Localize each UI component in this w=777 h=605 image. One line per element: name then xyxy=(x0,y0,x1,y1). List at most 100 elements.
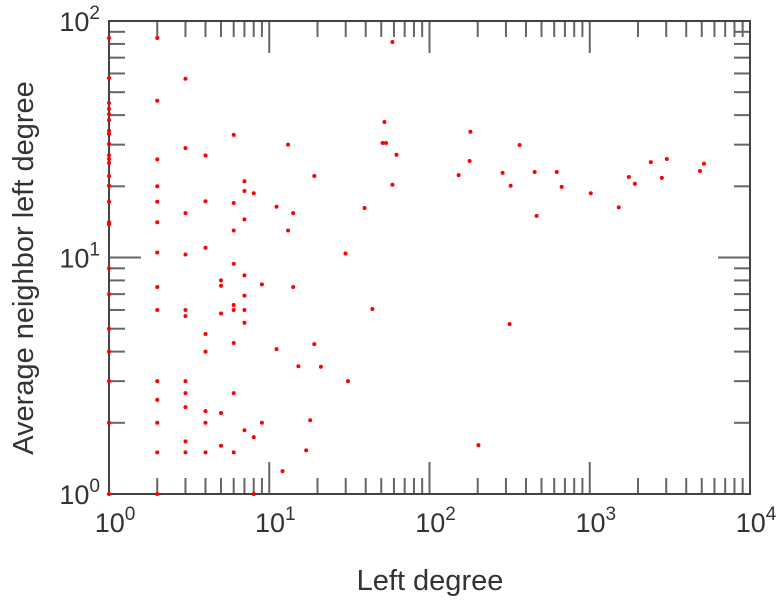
data-point xyxy=(203,349,208,354)
data-point xyxy=(274,347,279,352)
data-point xyxy=(632,181,637,186)
y-tick-label: 100 xyxy=(59,476,100,510)
data-point xyxy=(383,140,388,145)
data-point xyxy=(155,199,160,204)
data-point xyxy=(107,118,111,123)
data-point xyxy=(155,307,160,312)
data-point xyxy=(242,217,247,222)
data-point xyxy=(155,379,160,384)
data-point xyxy=(107,222,111,227)
data-point xyxy=(107,420,111,425)
data-point xyxy=(394,152,399,157)
data-point xyxy=(219,278,224,283)
data-point xyxy=(467,158,472,163)
data-point xyxy=(318,364,323,369)
data-point xyxy=(155,285,160,290)
y-tick-label: 102 xyxy=(59,3,100,37)
data-point xyxy=(242,320,247,325)
data-point xyxy=(242,307,247,312)
data-point xyxy=(380,140,385,145)
data-point xyxy=(155,98,160,103)
x-tick-labels: 100 101 102 103 104 xyxy=(95,504,777,538)
data-point xyxy=(697,169,702,174)
data-point xyxy=(155,184,160,189)
data-point xyxy=(219,283,224,288)
data-point xyxy=(183,211,188,216)
data-point xyxy=(242,179,247,184)
data-point xyxy=(274,204,279,209)
data-point xyxy=(107,174,111,179)
data-point xyxy=(231,340,236,345)
data-point xyxy=(203,450,208,455)
data-point xyxy=(107,76,111,81)
data-point xyxy=(242,189,247,194)
data-points xyxy=(107,36,706,496)
data-point xyxy=(107,326,111,331)
data-point xyxy=(476,443,481,448)
data-point xyxy=(312,342,317,347)
data-point xyxy=(203,199,208,204)
data-point xyxy=(308,418,313,423)
data-point xyxy=(242,273,247,278)
data-point xyxy=(155,250,160,255)
data-point xyxy=(231,307,236,312)
data-point xyxy=(242,428,247,433)
data-point xyxy=(559,184,564,189)
data-point xyxy=(203,245,208,250)
data-point xyxy=(231,228,236,233)
data-point xyxy=(251,492,256,496)
data-point xyxy=(183,391,188,396)
data-point xyxy=(554,169,559,174)
data-point xyxy=(107,112,111,117)
data-point xyxy=(183,379,188,384)
data-point xyxy=(107,106,111,111)
data-point xyxy=(107,199,111,204)
data-point xyxy=(231,132,236,137)
data-point xyxy=(500,170,505,175)
data-point xyxy=(242,293,247,298)
data-point xyxy=(231,391,236,396)
data-point xyxy=(370,306,375,311)
y-tick-labels: 100 101 102 xyxy=(59,3,100,510)
data-point xyxy=(219,443,224,448)
data-point xyxy=(251,191,256,196)
data-point xyxy=(259,420,264,425)
data-point xyxy=(203,153,208,158)
data-point xyxy=(155,220,160,225)
data-point xyxy=(231,261,236,266)
data-point xyxy=(507,322,512,327)
data-point xyxy=(155,397,160,402)
data-point xyxy=(343,251,348,256)
data-point xyxy=(659,175,664,180)
data-point xyxy=(517,143,522,148)
x-tick-label: 100 xyxy=(95,504,136,538)
data-point xyxy=(362,205,367,210)
data-point xyxy=(107,128,111,133)
data-point xyxy=(701,161,706,166)
data-point xyxy=(231,200,236,205)
data-point xyxy=(304,448,309,453)
data-point xyxy=(312,174,317,179)
data-point xyxy=(664,156,669,161)
data-point xyxy=(203,331,208,336)
data-point xyxy=(280,469,285,474)
data-point xyxy=(259,282,264,287)
data-point xyxy=(107,160,111,165)
data-point xyxy=(107,349,111,354)
data-point xyxy=(107,153,111,158)
data-point xyxy=(183,450,188,455)
data-point xyxy=(219,411,224,416)
data-point xyxy=(203,409,208,414)
data-point xyxy=(508,183,513,188)
data-point xyxy=(107,379,111,384)
data-point xyxy=(183,405,188,410)
data-point xyxy=(183,252,188,257)
x-tick-label: 101 xyxy=(255,504,296,538)
data-point xyxy=(390,40,395,45)
data-point xyxy=(291,211,296,216)
data-point xyxy=(183,146,188,151)
data-point xyxy=(251,435,256,440)
data-point xyxy=(183,307,188,312)
data-point xyxy=(286,228,291,233)
